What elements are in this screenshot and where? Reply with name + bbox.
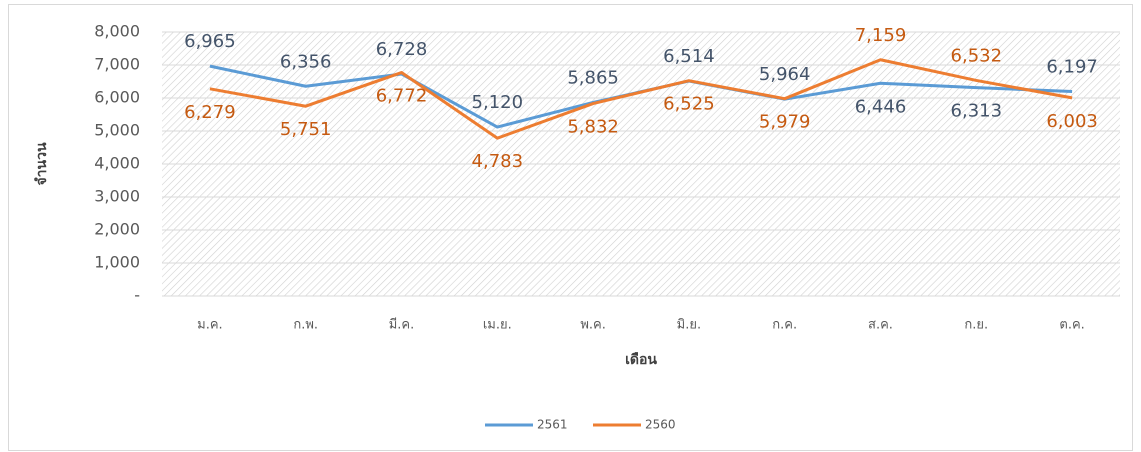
x-tick-label: เม.ย. bbox=[483, 318, 512, 333]
data-label: 6,728 bbox=[376, 39, 428, 60]
x-tick-label: พ.ค. bbox=[580, 318, 606, 333]
data-label: 6,525 bbox=[663, 94, 715, 115]
data-label: 5,964 bbox=[759, 64, 811, 85]
x-tick-label: ก.ค. bbox=[772, 318, 797, 333]
chart-frame bbox=[8, 4, 1133, 451]
data-label: 6,514 bbox=[663, 46, 715, 67]
legend-label: 2560 bbox=[645, 418, 676, 432]
data-label: 5,120 bbox=[472, 92, 524, 113]
y-tick-label: 8,000 bbox=[94, 22, 140, 41]
data-label: 6,772 bbox=[376, 86, 428, 107]
data-label: 6,003 bbox=[1046, 111, 1098, 132]
data-label: 6,197 bbox=[1046, 56, 1098, 77]
data-label: 4,783 bbox=[472, 151, 524, 172]
data-label: 6,279 bbox=[184, 102, 236, 123]
y-tick-label: 1,000 bbox=[94, 253, 140, 272]
data-label: 5,751 bbox=[280, 119, 332, 140]
data-label: 6,356 bbox=[280, 51, 332, 72]
y-tick-label: - bbox=[134, 286, 140, 305]
x-axis-title: เดือน bbox=[625, 352, 657, 368]
x-tick-label: ม.ค. bbox=[197, 318, 223, 333]
line-series bbox=[209, 58, 1073, 140]
legend-label: 2561 bbox=[537, 418, 568, 432]
y-tick-label: 7,000 bbox=[94, 55, 140, 74]
y-tick-label: 5,000 bbox=[94, 121, 140, 140]
data-label: 6,446 bbox=[855, 96, 907, 117]
data-label: 5,832 bbox=[567, 117, 619, 138]
data-label: 6,532 bbox=[951, 45, 1003, 66]
y-tick-label: 2,000 bbox=[94, 220, 140, 239]
x-tick-label: ส.ค. bbox=[868, 318, 893, 333]
y-tick-label: 3,000 bbox=[94, 187, 140, 206]
data-label: 5,979 bbox=[759, 112, 811, 133]
x-tick-label: มี.ค. bbox=[389, 317, 415, 333]
x-tick-label: ก.ย. bbox=[964, 318, 988, 333]
data-label: 5,865 bbox=[567, 67, 619, 88]
data-label: 7,159 bbox=[855, 25, 907, 46]
y-tick-label: 6,000 bbox=[94, 88, 140, 107]
data-label: 6,313 bbox=[951, 101, 1003, 122]
x-tick-label: มิ.ย. bbox=[677, 318, 701, 333]
y-tick-label: 4,000 bbox=[94, 154, 140, 173]
data-label: 6,965 bbox=[184, 31, 236, 52]
x-tick-label: ก.พ. bbox=[293, 318, 318, 333]
x-tick-label: ต.ค. bbox=[1059, 318, 1084, 333]
y-axis-title: จำนวน bbox=[34, 142, 50, 185]
